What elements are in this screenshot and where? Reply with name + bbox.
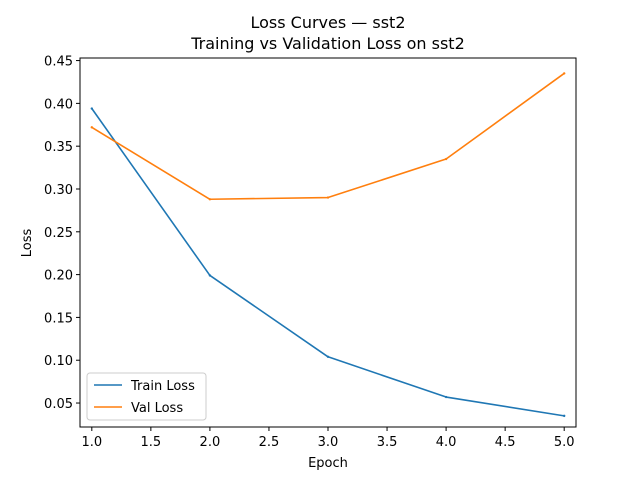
data-point-val-loss (208, 198, 212, 201)
x-tick-label: 3.5 (377, 435, 398, 450)
data-point-train-loss (90, 107, 94, 110)
x-tick-label: 2.5 (259, 435, 280, 450)
data-point-val-loss (326, 196, 330, 199)
x-tick-label: 4.0 (436, 435, 457, 450)
x-tick-label: 1.5 (141, 435, 162, 450)
data-point-train-loss (326, 355, 330, 358)
y-tick-label: 0.20 (44, 269, 73, 284)
x-tick-label: 1.0 (81, 435, 102, 450)
data-point-val-loss (444, 157, 448, 161)
data-point-train-loss (444, 395, 448, 399)
y-tick-label: 0.15 (44, 311, 73, 326)
x-axis-label: Epoch (308, 456, 348, 471)
chart-title: Loss Curves — sst2 (250, 13, 405, 32)
y-tick-label: 0.30 (44, 183, 73, 198)
y-tick-label: 0.05 (44, 397, 73, 412)
data-point-train-loss (562, 414, 566, 418)
plot-area (90, 72, 566, 418)
y-tick-label: 0.45 (44, 55, 73, 70)
legend-label-train-loss: Train Loss (130, 379, 195, 394)
x-tick-label: 3.0 (318, 435, 339, 450)
data-point-val-loss (90, 126, 94, 129)
y-axis-label: Loss (20, 229, 35, 258)
legend: Train Loss Val Loss (86, 372, 207, 421)
x-tick-label: 5.0 (554, 435, 575, 450)
x-tick-label: 4.5 (495, 435, 516, 450)
data-point-val-loss (562, 72, 566, 75)
x-tick-label: 2.0 (200, 435, 221, 450)
chart-subtitle: Training vs Validation Loss on sst2 (190, 34, 465, 53)
y-tick-label: 0.10 (44, 354, 73, 369)
data-point-train-loss (208, 274, 212, 277)
legend-label-val-loss: Val Loss (131, 401, 183, 416)
y-tick-label: 0.40 (44, 97, 73, 112)
y-tick-label: 0.35 (44, 140, 73, 155)
y-tick-label: 0.25 (44, 226, 73, 241)
